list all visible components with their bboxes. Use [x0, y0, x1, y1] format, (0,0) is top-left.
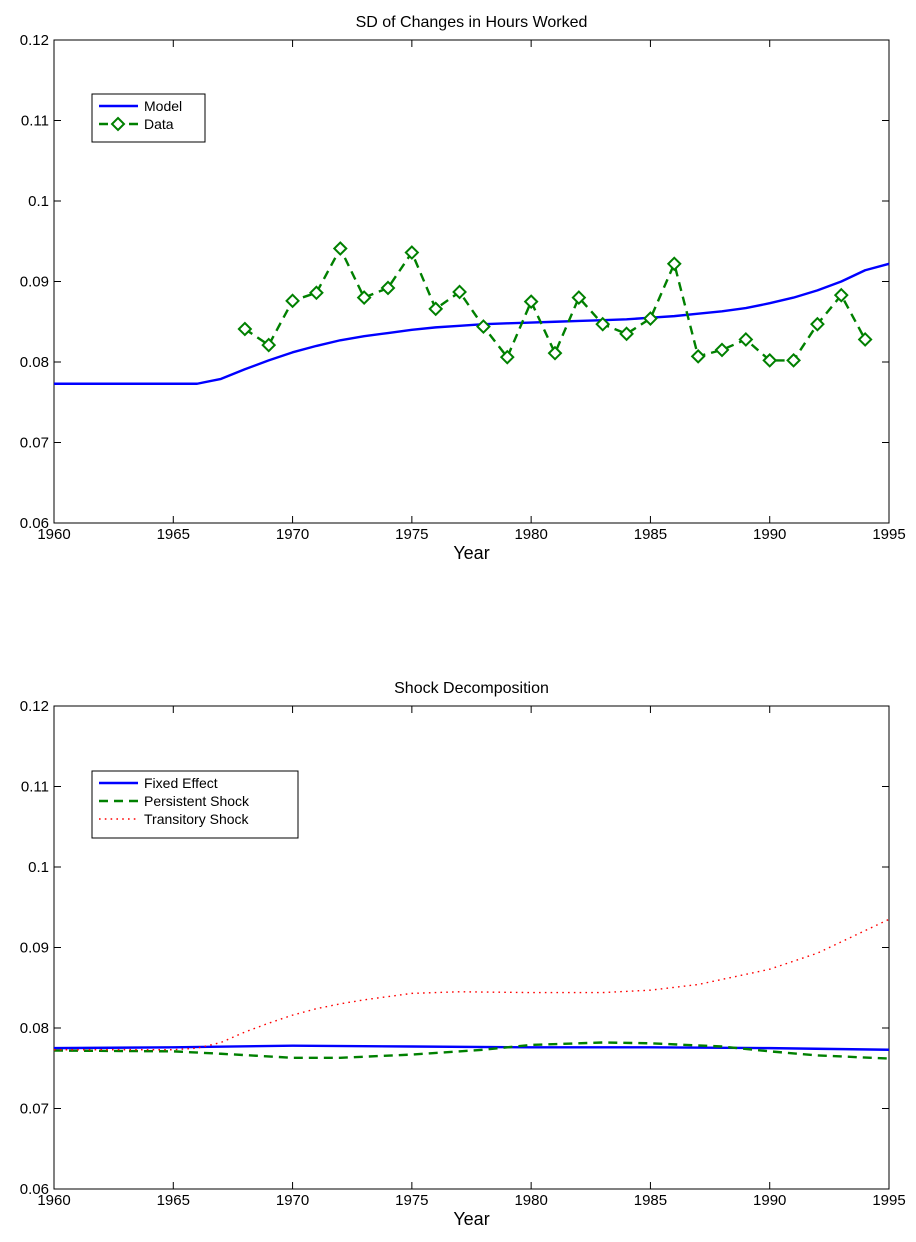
chart-1-data-point — [833, 287, 849, 303]
chart-1-x-tick-label: 1985 — [634, 526, 667, 543]
chart-1-series-model-line — [54, 262, 890, 385]
chart-2-x-axis-label: Year — [453, 1209, 489, 1229]
chart-1-data-point — [309, 285, 324, 301]
chart-1-x-tick-label: 1965 — [157, 526, 190, 543]
chart-2-x-tick-label: 1965 — [157, 1192, 190, 1209]
chart-1-x-tick-label: 1995 — [872, 526, 905, 543]
chart-1-y-tick-label: 0.11 — [21, 113, 49, 130]
chart-1-x-tick-label: 1975 — [395, 526, 428, 543]
chart-1-data-point — [857, 332, 873, 347]
chart-1-x-tick-label: 1970 — [276, 526, 309, 543]
chart-1-x-tick-label: 1990 — [753, 526, 786, 543]
chart-1-data-point — [261, 337, 277, 353]
chart-1-data-point — [428, 301, 444, 317]
chart-1-data-point — [762, 352, 778, 368]
chart-1-data-point — [571, 290, 587, 306]
chart-1-data-point — [690, 348, 706, 364]
chart-2-legend-label: Transitory Shock — [144, 811, 250, 827]
chart-1-legend — [91, 93, 206, 143]
chart-1-data-point — [404, 245, 420, 260]
chart-1-x-tick-label: 1980 — [514, 526, 547, 543]
chart-2-y-tick-label: 0.09 — [20, 940, 49, 957]
chart-1-data-point — [714, 342, 730, 358]
chart-1-x-tick-label: 1960 — [37, 526, 70, 543]
chart-2-legend-label: Persistent Shock — [144, 793, 250, 809]
chart-1-data-point — [786, 352, 801, 368]
chart-2-x-tick-label: 1970 — [276, 1192, 309, 1209]
chart-1-data-point — [285, 293, 300, 309]
chart-1-y-tick-label: 0.12 — [20, 32, 49, 49]
chart-2-series-persistent-shock-line — [53, 1041, 890, 1060]
chart-1-data-point — [452, 284, 467, 300]
chart-1-data-point — [237, 321, 253, 337]
chart-2-x-tick-label: 1990 — [753, 1192, 786, 1209]
chart-1-data-point — [499, 349, 515, 365]
chart-1-data-point — [738, 332, 754, 347]
chart-1-data-point — [595, 316, 611, 332]
chart-1-y-tick-label: 0.07 — [20, 435, 49, 452]
chart-1-legend-label: Data — [144, 116, 174, 132]
chart-1-x-axis-label: Year — [453, 543, 489, 563]
chart-1-data-point — [619, 326, 634, 342]
chart-1-y-tick-label: 0.1 — [28, 193, 49, 210]
chart-2-legend-label: Fixed Effect — [144, 775, 218, 791]
chart-1-series-data-line — [244, 247, 867, 362]
chart-1: 1960 1965 1970 1975 1980 1985 1990 1995 0.06 0.07… — [20, 14, 906, 563]
chart-2-y-tick-label: 0.12 — [20, 698, 49, 715]
chart-1-y-tick-label: 0.09 — [20, 274, 49, 291]
chart-1-y-tick-label: 0.08 — [20, 354, 49, 371]
chart-2-x-tick-label: 1980 — [514, 1192, 547, 1209]
chart-2-x-tick-label: 1960 — [37, 1192, 70, 1209]
chart-2-x-tick-label: 1975 — [395, 1192, 428, 1209]
chart-1-data-point — [380, 280, 396, 296]
chart-1-data-point — [810, 316, 825, 332]
chart-1-legend-marker — [110, 116, 126, 132]
chart-2-title: Shock Decomposition — [394, 680, 549, 697]
chart-2-y-tick-label: 0.06 — [20, 1181, 49, 1198]
chart-2-y-tick-label: 0.1 — [28, 859, 49, 876]
chart-2-y-tick-label: 0.11 — [21, 779, 49, 796]
chart-1-data-point — [643, 311, 658, 326]
chart-1-y-tick-label: 0.06 — [20, 515, 49, 532]
chart-1-data-point — [523, 294, 539, 310]
chart-2-series-fixed-effect-line — [53, 1044, 890, 1051]
chart-1-data-point — [476, 319, 491, 334]
chart-1-title: SD of Changes in Hours Worked — [356, 14, 588, 31]
chart-2-x-tick-label: 1985 — [634, 1192, 667, 1209]
chart-1-data-point — [547, 345, 563, 361]
chart-1-legend-label: Model — [144, 98, 182, 114]
chart-2: 1960 1965 1970 1975 1980 1985 1990 1995 0.06 0.07… — [20, 680, 906, 1229]
chart-2-y-tick-label: 0.07 — [20, 1101, 49, 1118]
chart-1-data-point — [332, 241, 348, 256]
chart-2-series-transitory-shock-line — [54, 918, 890, 1051]
chart-1-data-point — [666, 256, 682, 272]
chart-2-y-tick-label: 0.08 — [20, 1020, 49, 1037]
chart-1-data-point — [356, 290, 372, 306]
chart-2-x-tick-label: 1995 — [872, 1192, 905, 1209]
